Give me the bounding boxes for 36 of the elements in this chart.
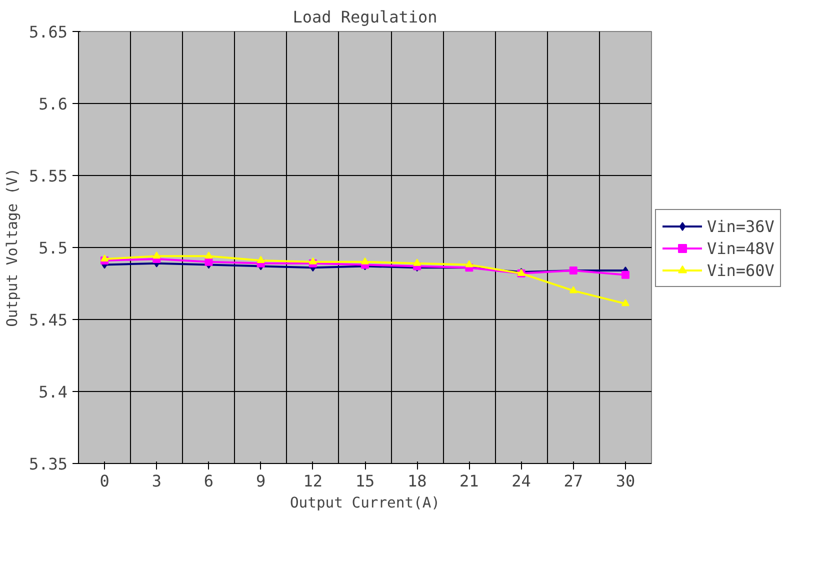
- y-tick-label: 5.35: [28, 454, 68, 474]
- x-tick-label: 21: [460, 472, 479, 490]
- x-tick-label: 24: [512, 472, 531, 490]
- point: [361, 257, 369, 264]
- x-tick-label: 0: [100, 472, 110, 490]
- y-tick-label: 5.4: [38, 382, 68, 402]
- y-axis-title: Output Voltage (V): [4, 168, 21, 327]
- point: [308, 257, 317, 264]
- y-tick-label: 5.6: [38, 94, 68, 114]
- x-tick-label: 18: [407, 472, 427, 490]
- x-tick-label: 12: [303, 472, 323, 490]
- x-tick-label: 27: [564, 472, 583, 490]
- point: [204, 252, 213, 259]
- y-tick-label: 5.45: [28, 310, 68, 330]
- x-tick-label: 3: [152, 472, 162, 490]
- point: [569, 286, 578, 294]
- y-tick-label: 5.65: [28, 22, 68, 42]
- x-tick-label: 9: [256, 472, 266, 490]
- point: [413, 258, 422, 266]
- chart-title: Load Regulation: [292, 8, 438, 26]
- x-axis-title: Output Current(A): [290, 494, 440, 512]
- point: [465, 260, 474, 268]
- y-tick-label: 5.55: [28, 166, 68, 186]
- x-tick-label: 30: [616, 472, 636, 490]
- legend-label: Vin=36V: [707, 216, 774, 236]
- point: [621, 299, 630, 306]
- point: [621, 270, 630, 279]
- point: [256, 256, 265, 263]
- point: [204, 258, 213, 266]
- legend-label: Vin=48V: [707, 238, 774, 258]
- x-tick-label: 15: [355, 472, 375, 490]
- legend-label: Vin=60V: [707, 260, 774, 280]
- y-tick-label: 5.5: [38, 238, 68, 258]
- point: [100, 254, 109, 262]
- point: [152, 252, 161, 259]
- x-tick-label: 6: [204, 472, 214, 490]
